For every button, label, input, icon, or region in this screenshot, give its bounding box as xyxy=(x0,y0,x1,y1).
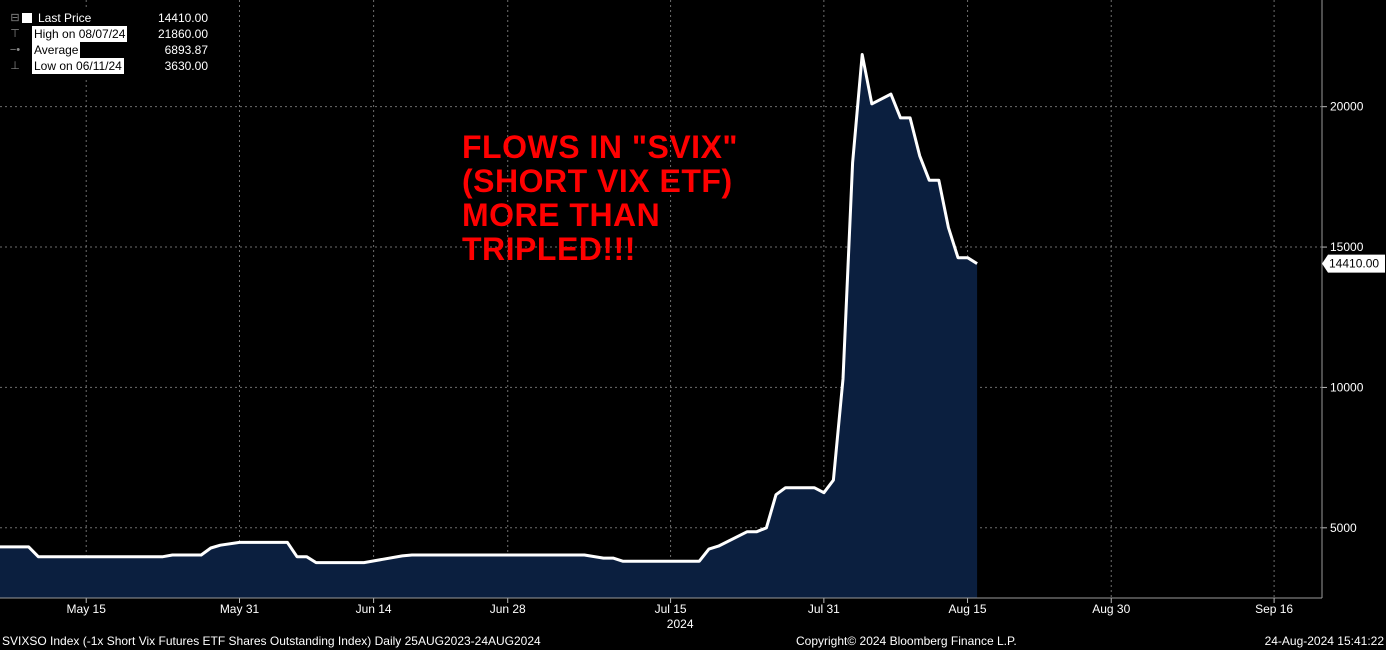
x-tick-label: Sep 16 xyxy=(1255,602,1293,616)
y-tick-label: 10000 xyxy=(1330,380,1364,394)
footer-timestamp: 24-Aug-2024 15:41:22 xyxy=(1264,634,1384,648)
axes: 5000 10000 15000 20000 May 15 May 31 Jun 14 Jun… xyxy=(0,0,1385,631)
footer-copyright: Copyright© 2024 Bloomberg Finance L.P. xyxy=(796,634,1017,648)
legend-value-low: 3630.00 xyxy=(164,59,208,73)
legend-value-high: 21860.00 xyxy=(157,27,208,41)
x-tick-label: Jul 15 xyxy=(655,602,687,616)
grid-lines xyxy=(0,0,1322,598)
footer-security-description: SVIXSO Index (-1x Short Vix Futures ETF … xyxy=(2,634,541,648)
x-tick-label: Aug 15 xyxy=(949,602,987,616)
x-tick-label: Jul 31 xyxy=(808,602,840,616)
legend-row-high: ⊤ High on 08/07/24 21860.00 xyxy=(8,26,208,42)
last-value-tag: 14410.00 xyxy=(1322,254,1385,273)
series-area-fill xyxy=(0,54,978,598)
high-marker-icon: ⊤ xyxy=(10,28,20,40)
annotation-line-2: (SHORT VIX ETF) xyxy=(462,163,733,199)
annotation-line-3: MORE THAN xyxy=(462,197,661,233)
x-tick-label: Jun 28 xyxy=(490,602,526,616)
average-marker-icon: −• xyxy=(9,44,21,56)
collapse-icon[interactable]: ⊟ xyxy=(10,12,20,24)
x-year-label: 2024 xyxy=(667,617,694,631)
legend-label-last-price: Last Price xyxy=(36,10,94,26)
series-line-last-price xyxy=(0,53,978,565)
legend: ⊟ Last Price 14410.00 ⊤ High on 08/07/24… xyxy=(8,10,208,78)
y-tick-label: 5000 xyxy=(1330,521,1357,535)
x-tick-label: Aug 30 xyxy=(1092,602,1130,616)
last-value-tag-shape xyxy=(1322,254,1385,273)
legend-row-average: −• Average 6893.87 xyxy=(8,42,208,58)
legend-row-low: ⊥ Low on 06/11/24 3630.00 xyxy=(8,58,208,74)
legend-label-average: Average xyxy=(32,42,81,58)
x-tick-label: Jun 14 xyxy=(356,602,392,616)
x-tick-label: May 31 xyxy=(220,602,260,616)
y-tick-label: 20000 xyxy=(1330,100,1364,114)
legend-swatch-icon xyxy=(22,13,32,23)
legend-label-high: High on 08/07/24 xyxy=(32,26,128,42)
legend-value-average: 6893.87 xyxy=(164,43,208,57)
chart-annotation: FLOWS IN "SVIX" (SHORT VIX ETF) MORE THA… xyxy=(462,130,842,266)
low-marker-icon: ⊥ xyxy=(10,60,20,72)
annotation-line-1: FLOWS IN "SVIX" xyxy=(462,129,739,165)
y-tick-label: 15000 xyxy=(1330,240,1364,254)
annotation-line-4: TRIPLED!!! xyxy=(462,231,636,267)
series-line xyxy=(0,53,978,565)
legend-value-last-price: 14410.00 xyxy=(157,11,208,25)
legend-row-last-price: ⊟ Last Price 14410.00 xyxy=(8,10,208,26)
x-tick-label: May 15 xyxy=(67,602,107,616)
series-area xyxy=(0,54,978,598)
legend-label-low: Low on 06/11/24 xyxy=(32,58,124,74)
last-value-tag-label: 14410.00 xyxy=(1329,257,1379,271)
